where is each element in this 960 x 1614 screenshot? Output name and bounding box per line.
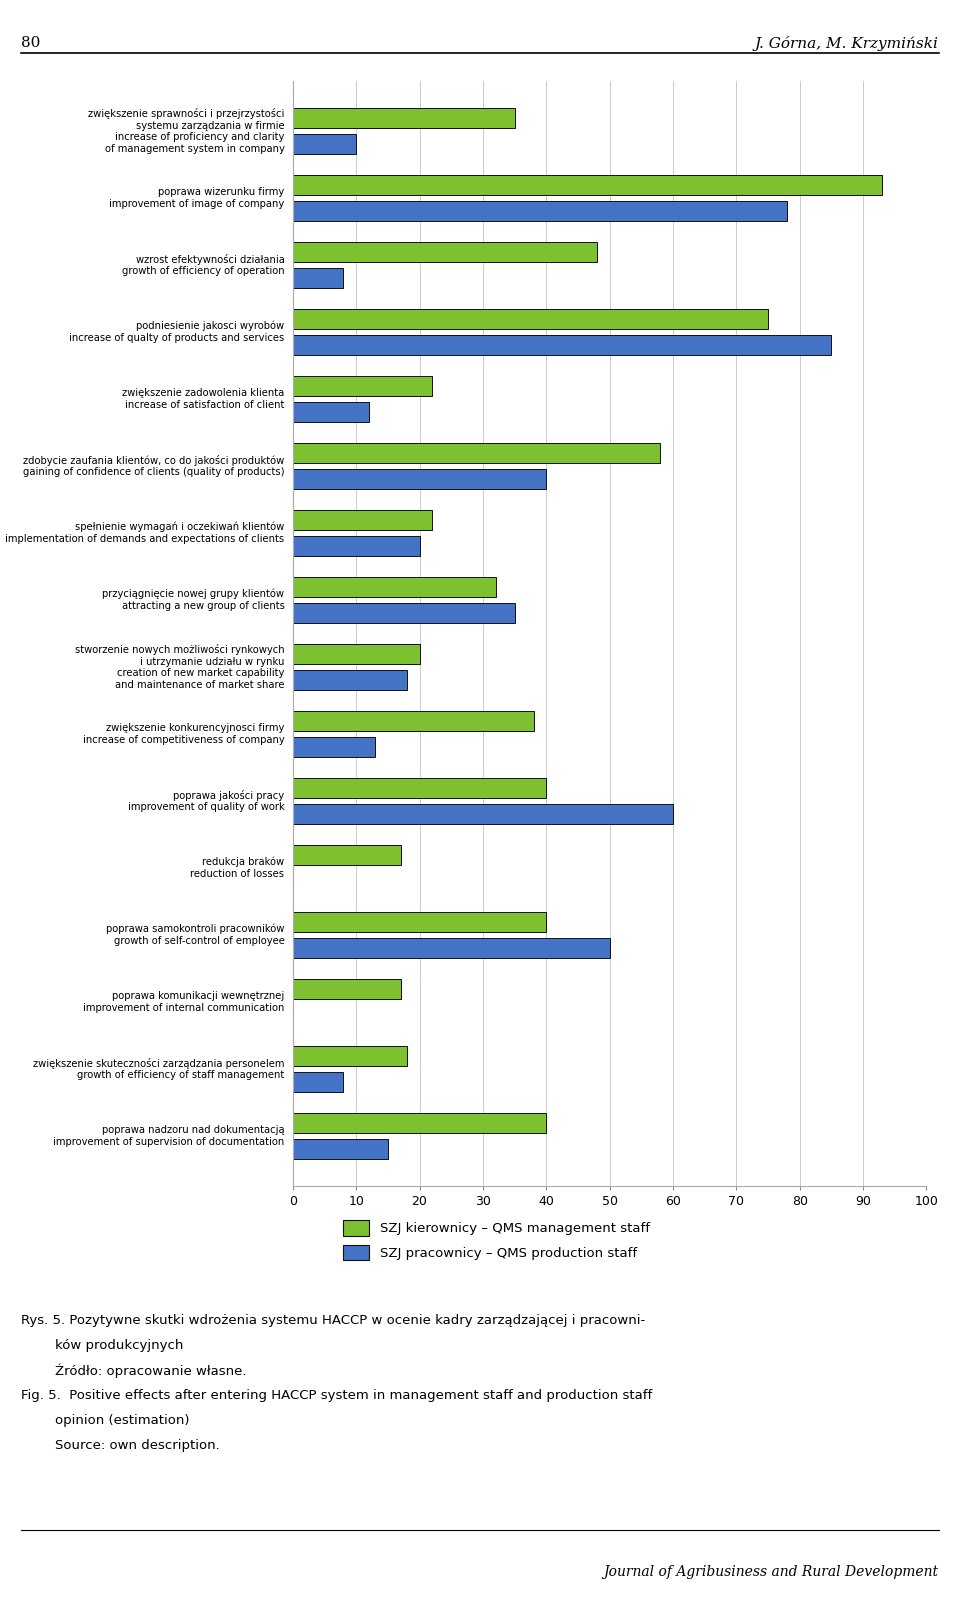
Bar: [293, 912, 546, 933]
Bar: [293, 1046, 407, 1067]
Text: Fig. 5.  Positive effects after entering HACCP system in management staff and pr: Fig. 5. Positive effects after entering …: [21, 1388, 653, 1403]
Bar: [293, 980, 400, 999]
Bar: [293, 108, 515, 128]
Bar: [293, 444, 660, 463]
Text: ków produkcyjnych: ków produkcyjnych: [21, 1340, 183, 1353]
Bar: [293, 402, 369, 421]
Bar: [293, 644, 420, 665]
Bar: [293, 804, 673, 823]
Bar: [293, 536, 420, 555]
Bar: [293, 712, 534, 731]
Bar: [293, 334, 831, 355]
Bar: [293, 242, 597, 263]
Bar: [293, 200, 787, 221]
Bar: [293, 268, 344, 287]
Text: Źródło: opracowanie własne.: Źródło: opracowanie własne.: [21, 1364, 247, 1378]
Text: J. Górna, M. Krzymiński: J. Górna, M. Krzymiński: [755, 36, 939, 50]
Bar: [293, 846, 400, 865]
Bar: [293, 670, 407, 689]
Bar: [293, 602, 515, 623]
Bar: [293, 1139, 388, 1159]
Bar: [293, 510, 432, 531]
Bar: [293, 176, 882, 195]
Bar: [293, 134, 356, 153]
Text: Rys. 5. Pozytywne skutki wdrożenia systemu HACCP w ocenie kadry zarządzającej i : Rys. 5. Pozytywne skutki wdrożenia syste…: [21, 1314, 645, 1327]
Bar: [293, 578, 495, 597]
Bar: [293, 938, 610, 957]
Text: Journal of Agribusiness and Rural Development: Journal of Agribusiness and Rural Develo…: [604, 1566, 939, 1578]
Bar: [293, 468, 546, 489]
Text: Source: own description.: Source: own description.: [21, 1440, 220, 1453]
Bar: [293, 376, 432, 397]
Bar: [293, 1072, 344, 1091]
Bar: [293, 778, 546, 799]
Bar: [293, 310, 768, 329]
Legend: SZJ kierownicy – QMS management staff, SZJ pracownicy – QMS production staff: SZJ kierownicy – QMS management staff, S…: [343, 1220, 650, 1261]
Text: 80: 80: [21, 36, 40, 50]
Bar: [293, 1114, 546, 1133]
Bar: [293, 736, 375, 757]
Text: opinion (estimation): opinion (estimation): [21, 1414, 190, 1427]
